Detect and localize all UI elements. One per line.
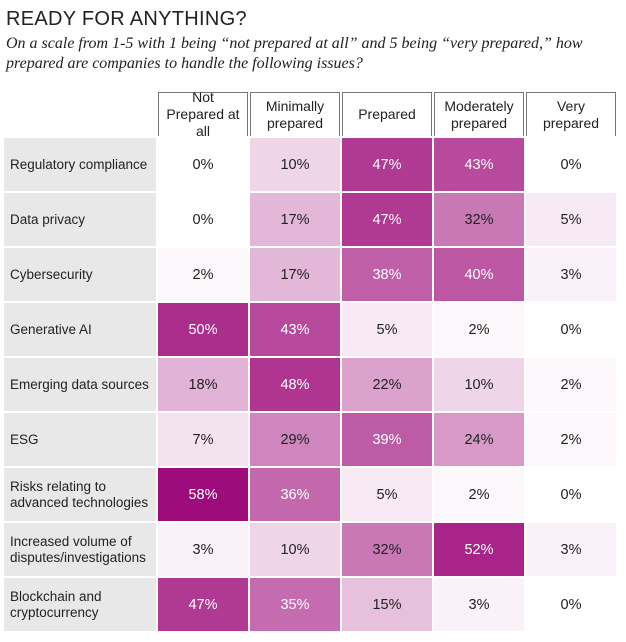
cell: 43%: [434, 138, 524, 191]
column-header: Very prepared: [526, 92, 616, 136]
row-label: Increased volume of disputes/investigati…: [4, 523, 156, 576]
cell: 17%: [250, 248, 340, 301]
row-label: ESG: [4, 413, 156, 466]
cell: 0%: [526, 468, 616, 521]
cell: 10%: [434, 358, 524, 411]
cell: 7%: [158, 413, 248, 466]
cell: 5%: [342, 468, 432, 521]
cell: 47%: [158, 578, 248, 631]
cell: 18%: [158, 358, 248, 411]
corner: [4, 92, 156, 136]
row-label: Generative AI: [4, 303, 156, 356]
cell: 2%: [434, 468, 524, 521]
cell: 10%: [250, 138, 340, 191]
cell: 2%: [526, 413, 616, 466]
title: READY FOR ANYTHING?: [6, 8, 247, 30]
row-label: Regulatory compliance: [4, 138, 156, 191]
row-label: Blockchain and cryptocurrency: [4, 578, 156, 631]
cell: 24%: [434, 413, 524, 466]
column-header: Moderately prepared: [434, 92, 524, 136]
cell: 39%: [342, 413, 432, 466]
cell: 32%: [434, 193, 524, 246]
cell: 3%: [434, 578, 524, 631]
column-header: Not Prepared at all: [158, 89, 248, 139]
cell: 0%: [158, 193, 248, 246]
cell: 0%: [526, 303, 616, 356]
cell: 32%: [342, 523, 432, 576]
column-header: Minimally prepared: [250, 92, 340, 136]
cell: 58%: [158, 468, 248, 521]
cell: 17%: [250, 193, 340, 246]
cell: 50%: [158, 303, 248, 356]
cell: 3%: [526, 523, 616, 576]
row-label: Risks relating to advanced technologies: [4, 468, 156, 521]
cell: 5%: [526, 193, 616, 246]
cell: 0%: [158, 138, 248, 191]
row-label: Cybersecurity: [4, 248, 156, 301]
cell: 47%: [342, 138, 432, 191]
cell: 29%: [250, 413, 340, 466]
row-label: Data privacy: [4, 193, 156, 246]
cell: 35%: [250, 578, 340, 631]
cell: 10%: [250, 523, 340, 576]
cell: 22%: [342, 358, 432, 411]
cell: 0%: [526, 578, 616, 631]
cell: 15%: [342, 578, 432, 631]
cell: 48%: [250, 358, 340, 411]
cell: 0%: [526, 138, 616, 191]
cell: 36%: [250, 468, 340, 521]
cell: 5%: [342, 303, 432, 356]
cell: 38%: [342, 248, 432, 301]
cell: 2%: [434, 303, 524, 356]
row-label: Emerging data sources: [4, 358, 156, 411]
heatmap: Not Prepared at all Minimally prepared Pre…: [4, 89, 616, 631]
cell: 40%: [434, 248, 524, 301]
cell: 47%: [342, 193, 432, 246]
cell: 2%: [526, 358, 616, 411]
cell: 52%: [434, 523, 524, 576]
cell: 3%: [158, 523, 248, 576]
cell: 2%: [158, 248, 248, 301]
column-header: Prepared: [342, 92, 432, 136]
subtitle: On a scale from 1-5 with 1 being “not pr…: [6, 35, 583, 72]
cell: 43%: [250, 303, 340, 356]
cell: 3%: [526, 248, 616, 301]
